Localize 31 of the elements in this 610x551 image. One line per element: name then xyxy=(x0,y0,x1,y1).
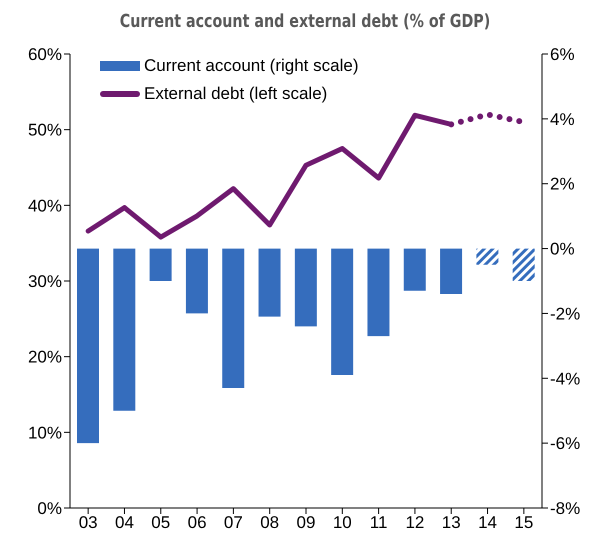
y2-tick-label: 0% xyxy=(550,240,575,259)
y2-tick-label: -2% xyxy=(550,304,580,324)
y2-tick-label: 2% xyxy=(550,174,575,194)
chart-title: Current account and external debt (% of GDP) xyxy=(118,10,492,34)
y-tick-label: 30% xyxy=(28,272,62,292)
y-tick-label: 10% xyxy=(28,423,62,442)
x-tick-label: 12 xyxy=(405,513,424,532)
x-tick-label: 15 xyxy=(514,513,534,532)
x-tick-label: 10 xyxy=(332,513,352,532)
y-tick-label: 40% xyxy=(28,196,62,216)
x-tick-label: 11 xyxy=(370,513,388,532)
y-tick-label: 60% xyxy=(28,45,62,64)
y2-tick-label: -4% xyxy=(550,369,580,388)
x-tick-label: 14 xyxy=(478,513,497,532)
x-tick-label: 07 xyxy=(224,513,243,532)
y-tick-label: 20% xyxy=(28,348,62,367)
legend-label: Current account (right scale) xyxy=(144,56,358,76)
x-tick-label: 09 xyxy=(296,513,316,532)
y2-tick-label: 6% xyxy=(550,45,575,64)
legend-label: External debt (left scale) xyxy=(144,84,328,104)
x-tick-label: 03 xyxy=(78,513,98,532)
x-tick-label: 04 xyxy=(115,513,134,532)
y-tick-label: 50% xyxy=(28,120,62,140)
y2-tick-label: -6% xyxy=(550,434,580,454)
x-tick-label: 05 xyxy=(151,513,170,532)
x-tick-label: 13 xyxy=(442,513,461,532)
y-tick-label: 0% xyxy=(37,499,62,518)
x-tick-label: 06 xyxy=(188,513,207,532)
y2-tick-label: -8% xyxy=(550,499,580,518)
x-tick-label: 08 xyxy=(260,513,280,532)
y2-tick-label: 4% xyxy=(550,110,575,129)
